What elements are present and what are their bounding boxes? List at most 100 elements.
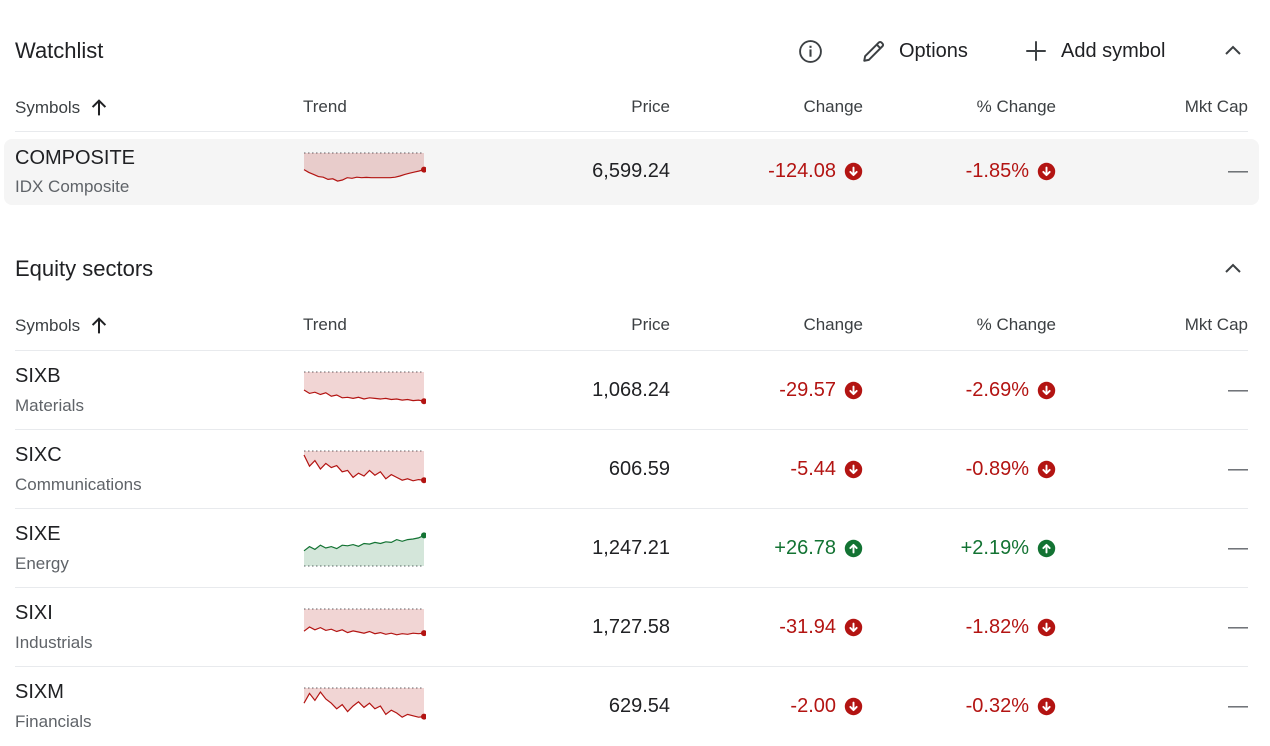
row-mkt-cap: —	[1228, 379, 1248, 401]
col-change: Change	[803, 315, 863, 334]
arrow-down-circle-icon	[1037, 381, 1056, 400]
col-trend: Trend	[303, 97, 347, 116]
sectors-title: Equity sectors	[15, 256, 154, 281]
row-change-value: +26.78	[774, 537, 836, 559]
watchlist-actions: Options Add symbol	[0, 34, 1270, 68]
arrow-up-circle-icon	[1037, 539, 1056, 558]
plus-icon	[1026, 41, 1046, 61]
arrow-down-circle-icon	[1037, 697, 1056, 716]
sort-symbols-button[interactable]: Symbols	[15, 315, 110, 337]
row-change: -2.00	[790, 695, 863, 718]
trend-area	[304, 153, 424, 182]
row-price: 6,599.24	[592, 160, 670, 182]
col-mkt-cap: Mkt Cap	[1184, 315, 1248, 334]
trend-last-point	[421, 532, 426, 539]
table-row[interactable]: SIXM Financials 629.54 -2.00 -0.32% —	[15, 666, 1248, 746]
pencil-icon	[863, 40, 885, 62]
row-price: 1,247.21	[592, 537, 670, 559]
trend-area	[304, 451, 424, 481]
chevron-up-icon	[1225, 263, 1241, 273]
row-name: IDX Composite	[15, 177, 130, 196]
table-row[interactable]: SIXE Energy 1,247.21 +26.78 +2.19% —	[15, 508, 1248, 588]
add-symbol-label: Add symbol	[1061, 39, 1166, 62]
trend-last-point	[421, 398, 426, 405]
row-price: 1,068.24	[592, 379, 670, 401]
info-button[interactable]	[798, 39, 823, 64]
arrow-down-circle-icon	[844, 381, 863, 400]
arrow-down-circle-icon	[844, 162, 863, 181]
row-pct-change-value: +2.19%	[960, 537, 1029, 559]
trend-sparkline	[303, 532, 426, 567]
row-pct-change-value: -2.69%	[965, 379, 1029, 401]
table-row[interactable]: COMPOSITE IDX Composite 6,599.24 -124.08 -1.…	[4, 139, 1259, 205]
sectors-column-header: Symbols Trend Price Change % Change Mkt …	[15, 315, 1248, 339]
trend-line	[303, 454, 425, 482]
sectors-collapse-button[interactable]	[1221, 257, 1245, 281]
row-pct-change-value: -1.85%	[965, 160, 1029, 182]
trend-line	[303, 534, 425, 552]
row-name: Communications	[15, 475, 142, 494]
row-pct-change: -2.69%	[966, 379, 1056, 402]
trend-sparkline	[303, 450, 426, 484]
row-change: -124.08	[768, 160, 863, 183]
table-row[interactable]: SIXI Industrials 1,727.58 -31.94 -1.82% —	[15, 587, 1248, 667]
row-mkt-cap: —	[1228, 695, 1248, 717]
trend-last-point	[421, 630, 426, 637]
row-pct-change: -0.89%	[966, 458, 1056, 481]
arrow-down-circle-icon	[844, 697, 863, 716]
row-change-value: -31.94	[779, 616, 836, 638]
col-price: Price	[631, 315, 670, 334]
chevron-up-icon	[1225, 45, 1241, 55]
arrow-down-circle-icon	[1037, 162, 1056, 181]
col-price: Price	[631, 97, 670, 116]
col-symbols: Symbols	[15, 98, 81, 117]
table-row[interactable]: SIXB Materials 1,068.24 -29.57 -2.69% —	[15, 350, 1248, 430]
row-pct-change: +2.19%	[961, 537, 1056, 560]
trend-area	[304, 688, 424, 718]
row-mkt-cap: —	[1228, 616, 1248, 638]
trend-line	[303, 389, 425, 402]
trend-sparkline	[303, 687, 426, 720]
row-change: -5.44	[790, 458, 863, 481]
trend-line	[303, 690, 425, 718]
col-change: Change	[803, 97, 863, 116]
row-change-value: -2.00	[790, 695, 836, 717]
row-mkt-cap: —	[1228, 160, 1248, 182]
col-symbols: Symbols	[15, 316, 81, 335]
arrow-down-circle-icon	[1037, 618, 1056, 637]
row-price: 629.54	[608, 695, 670, 717]
row-pct-change: -1.82%	[966, 616, 1056, 639]
row-name: Energy	[15, 554, 69, 573]
trend-last-point	[421, 477, 426, 484]
row-price: 606.59	[608, 458, 670, 480]
arrow-up-circle-icon	[844, 539, 863, 558]
row-pct-change: -0.32%	[966, 695, 1056, 718]
arrow-up-icon	[92, 317, 107, 334]
info-icon	[799, 40, 822, 63]
watchlist-collapse-button[interactable]	[1221, 39, 1245, 63]
sort-symbols-button[interactable]: Symbols	[15, 97, 110, 119]
trend-last-point	[421, 166, 426, 173]
trend-area	[304, 609, 424, 635]
header-divider	[15, 131, 1248, 132]
row-change-value: -5.44	[790, 458, 836, 480]
row-pct-change-value: -1.82%	[965, 616, 1029, 638]
row-symbol: SIXM	[15, 681, 64, 703]
row-pct-change: -1.85%	[966, 160, 1056, 183]
col-mkt-cap: Mkt Cap	[1184, 97, 1248, 116]
add-symbol-button[interactable]: Add symbol	[1023, 38, 1166, 64]
trend-last-point	[421, 713, 426, 720]
watchlist-column-header: Symbols Trend Price Change % Change Mkt …	[15, 97, 1248, 121]
row-symbol: SIXB	[15, 365, 61, 387]
row-pct-change-value: -0.32%	[965, 695, 1029, 717]
row-name: Materials	[15, 396, 84, 415]
options-button[interactable]: Options	[861, 38, 968, 64]
arrow-down-circle-icon	[1037, 460, 1056, 479]
watchlist-title: Watchlist	[15, 38, 104, 63]
options-label: Options	[899, 39, 968, 62]
row-change: -31.94	[779, 616, 863, 639]
row-change-value: -124.08	[768, 160, 836, 182]
table-row[interactable]: SIXC Communications 606.59 -5.44 -0.89% —	[15, 429, 1248, 509]
trend-sparkline	[303, 152, 426, 182]
row-symbol: SIXC	[15, 444, 62, 466]
